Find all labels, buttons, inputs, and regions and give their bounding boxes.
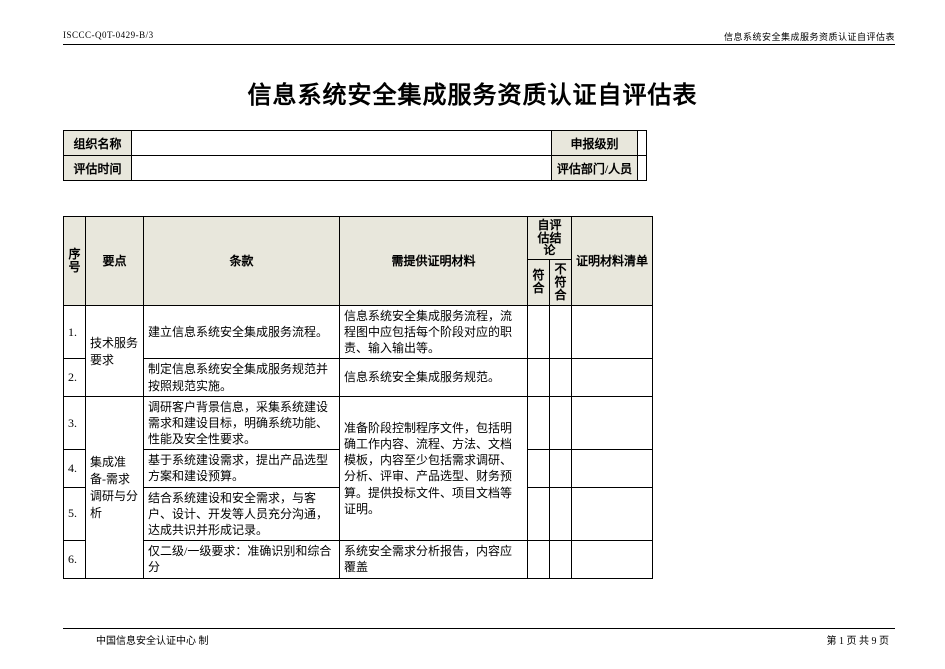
fit-cell — [528, 541, 550, 578]
material-cell: 信息系统安全集成服务规范。 — [340, 359, 528, 396]
time-value — [132, 156, 552, 181]
not-fit-cell — [550, 450, 572, 487]
list-cell — [572, 450, 653, 487]
seq-cell: 4. — [64, 450, 86, 487]
level-label: 申报级别 — [552, 131, 638, 156]
footer-rule — [63, 628, 895, 629]
list-cell — [572, 541, 653, 578]
not-fit-cell — [550, 541, 572, 578]
footer-right: 第 1 页 共 9 页 — [827, 632, 890, 647]
fit-cell — [528, 450, 550, 487]
seq-cell: 2. — [64, 359, 86, 396]
col-seq: 序号 — [64, 217, 86, 306]
fit-cell — [528, 359, 550, 396]
table-row: 6. 仅二级/一级要求：准确识别和综合分 系统安全需求分析报告，内容应覆盖 — [64, 541, 653, 578]
clause-cell: 制定信息系统安全集成服务规范并按照规范实施。 — [144, 359, 340, 396]
clause-cell: 调研客户背景信息，采集系统建设需求和建设目标，明确系统功能、性能及安全性要求。 — [144, 396, 340, 450]
fit-cell — [528, 305, 550, 359]
main-table: 序号 要点 条款 需提供证明材料 自评估结论 证明材料清单 符合 不符合 1. … — [63, 216, 653, 579]
clause-cell: 建立信息系统安全集成服务流程。 — [144, 305, 340, 359]
col-clause: 条款 — [144, 217, 340, 306]
level-value — [638, 131, 647, 156]
table-row: 2. 制定信息系统安全集成服务规范并按照规范实施。 信息系统安全集成服务规范。 — [64, 359, 653, 396]
header-rule — [63, 44, 895, 45]
not-fit-cell — [550, 305, 572, 359]
material-cell: 信息系统安全集成服务流程，流程图中应包括每个阶段对应的职责、输入输出等。 — [340, 305, 528, 359]
fit-cell — [528, 396, 550, 450]
seq-cell: 1. — [64, 305, 86, 359]
list-cell — [572, 396, 653, 450]
not-fit-cell — [550, 359, 572, 396]
header-right: 信息系统安全集成服务资质认证自评估表 — [724, 30, 895, 43]
list-cell — [572, 487, 653, 541]
list-cell — [572, 305, 653, 359]
page-title: 信息系统安全集成服务资质认证自评估表 — [0, 75, 945, 110]
seq-cell: 5. — [64, 487, 86, 541]
clause-cell: 仅二级/一级要求：准确识别和综合分 — [144, 541, 340, 578]
not-fit-cell — [550, 396, 572, 450]
not-fit-cell — [550, 487, 572, 541]
col-not-fit: 不符合 — [550, 259, 572, 305]
footer-left: 中国信息安全认证中心 制 — [96, 632, 209, 647]
page-footer: 中国信息安全认证中心 制 第 1 页 共 9 页 — [96, 632, 889, 647]
point-cell: 技术服务要求 — [86, 305, 144, 396]
clause-cell: 结合系统建设和安全需求，与客户、设计、开发等人员充分沟通，达成共识并形成记录。 — [144, 487, 340, 541]
seq-cell: 6. — [64, 541, 86, 578]
page-header: ISCCC-Q0T-0429-B/3 信息系统安全集成服务资质认证自评估表 — [63, 30, 895, 43]
col-fit: 符合 — [528, 259, 550, 305]
col-material: 需提供证明材料 — [340, 217, 528, 306]
dept-label: 评估部门/人员 — [552, 156, 638, 181]
header-left: ISCCC-Q0T-0429-B/3 — [63, 30, 154, 43]
time-label: 评估时间 — [64, 156, 132, 181]
org-label: 组织名称 — [64, 131, 132, 156]
list-cell — [572, 359, 653, 396]
col-conclusion: 自评估结论 — [528, 217, 572, 260]
material-cell: 系统安全需求分析报告，内容应覆盖 — [340, 541, 528, 578]
dept-value — [638, 156, 647, 181]
seq-cell: 3. — [64, 396, 86, 450]
info-table: 组织名称 申报级别 评估时间 评估部门/人员 — [63, 130, 647, 181]
table-row: 3. 集成准备-需求调研与分析 调研客户背景信息，采集系统建设需求和建设目标，明… — [64, 396, 653, 450]
fit-cell — [528, 487, 550, 541]
clause-cell: 基于系统建设需求，提出产品选型方案和建设预算。 — [144, 450, 340, 487]
col-point: 要点 — [86, 217, 144, 306]
point-cell: 集成准备-需求调研与分析 — [86, 396, 144, 578]
org-value — [132, 131, 552, 156]
table-row: 1. 技术服务要求 建立信息系统安全集成服务流程。 信息系统安全集成服务流程，流… — [64, 305, 653, 359]
material-cell: 准备阶段控制程序文件，包括明确工作内容、流程、方法、文档模板，内容至少包括需求调… — [340, 396, 528, 541]
col-list: 证明材料清单 — [572, 217, 653, 306]
